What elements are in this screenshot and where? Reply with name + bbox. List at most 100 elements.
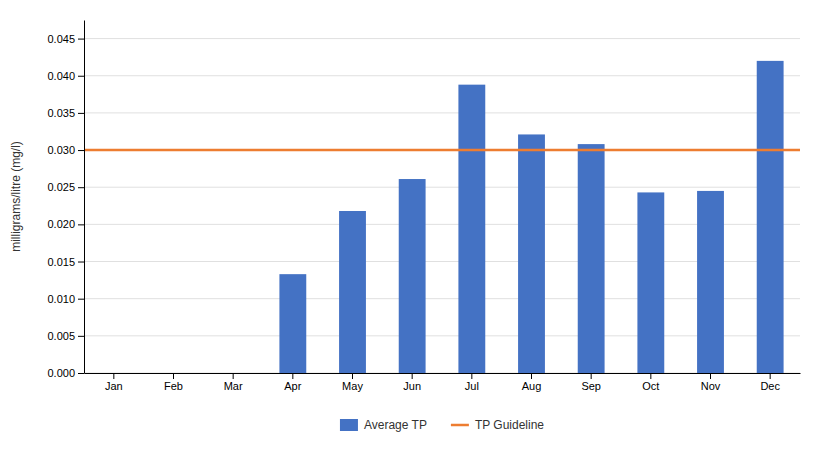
y-tick-mark <box>78 336 84 337</box>
x-tick-label: Apr <box>284 380 301 392</box>
y-tick-mark <box>78 262 84 263</box>
x-tick: May <box>342 373 363 392</box>
bar <box>339 211 366 373</box>
x-tick: Nov <box>701 373 721 392</box>
x-tick-label: Sep <box>581 380 601 392</box>
x-tick-label: May <box>342 380 363 392</box>
legend-label: TP Guideline <box>475 418 544 432</box>
grid-line <box>84 112 800 113</box>
y-tick-mark <box>78 39 84 40</box>
bar <box>100 373 127 374</box>
chart-svg: 0.000 0.005 0.010 0.015 0.020 0.025 0.030 0.035… <box>0 0 824 451</box>
grid-line <box>84 261 800 262</box>
bar <box>637 192 664 373</box>
x-tick-label: Jun <box>403 380 421 392</box>
x-tick: Apr <box>284 373 301 392</box>
grid-line <box>84 75 800 76</box>
y-tick-mark <box>78 187 84 188</box>
guideline <box>84 149 800 152</box>
x-tick: Mar <box>224 373 243 392</box>
y-tick-label: 0.030 <box>47 144 75 156</box>
x-tick-label: Jul <box>465 380 479 392</box>
y-tick-label: 0.045 <box>47 33 75 45</box>
x-tick-label: Dec <box>760 380 780 392</box>
y-tick-label: 0.000 <box>47 367 75 379</box>
y-tick-label: 0.020 <box>47 218 75 230</box>
bar <box>399 179 426 373</box>
legend-label: Average TP <box>364 418 427 432</box>
x-tick-mark <box>173 373 174 379</box>
y-tick-mark <box>78 373 84 374</box>
x-tick: Jun <box>403 373 421 392</box>
x-tick-label: Aug <box>522 380 542 392</box>
y-tick: 0.040 <box>47 70 84 82</box>
plot: 0.000 0.005 0.010 0.015 0.020 0.025 0.030 0.035… <box>9 21 801 392</box>
y-tick-mark <box>78 113 84 114</box>
x-tick-mark <box>233 373 234 379</box>
y-tick: 0.030 <box>47 144 84 156</box>
y-axis: 0.000 0.005 0.010 0.015 0.020 0.025 0.030 0.035… <box>47 21 84 380</box>
legend-swatch <box>451 424 469 427</box>
y-tick-mark <box>78 150 84 151</box>
y-tick: 0.015 <box>47 256 84 268</box>
y-tick-label: 0.010 <box>47 293 75 305</box>
x-tick: Jul <box>465 373 479 392</box>
y-tick-mark <box>78 299 84 300</box>
grid-line <box>84 335 800 336</box>
x-tick-mark <box>412 373 413 379</box>
x-tick: Feb <box>164 373 183 392</box>
x-tick-label: Mar <box>224 380 243 392</box>
grid-line <box>84 150 800 151</box>
y-tick: 0.045 <box>47 33 84 45</box>
grid <box>84 39 800 373</box>
y-tick-label: 0.025 <box>47 181 75 193</box>
x-tick-mark <box>292 373 293 379</box>
x-tick-mark <box>531 373 532 379</box>
x-tick: Oct <box>642 373 659 392</box>
bar <box>458 85 485 373</box>
x-tick-label: Nov <box>701 380 721 392</box>
x-axis-line <box>85 373 801 374</box>
y-tick: 0.000 <box>47 367 84 379</box>
y-axis-title: milligrams/litre (mg/l) <box>9 141 23 252</box>
x-tick-label: Jan <box>105 380 123 392</box>
bar <box>697 191 724 373</box>
legend-swatch <box>340 419 358 431</box>
y-tick: 0.005 <box>47 330 84 342</box>
x-tick: Aug <box>522 373 542 392</box>
y-tick-mark <box>78 76 84 77</box>
x-tick: Dec <box>760 373 780 392</box>
bar <box>160 373 187 374</box>
bar <box>578 144 605 373</box>
x-tick: Jan <box>105 373 123 392</box>
y-tick: 0.010 <box>47 293 84 305</box>
x-tick-mark <box>710 373 711 379</box>
legend-item: TP Guideline <box>451 418 544 432</box>
x-tick-label: Feb <box>164 380 183 392</box>
x-tick-mark <box>591 373 592 379</box>
x-tick-mark <box>471 373 472 379</box>
x-tick-label: Oct <box>642 380 659 392</box>
y-tick-label: 0.015 <box>47 256 75 268</box>
y-tick-label: 0.005 <box>47 330 75 342</box>
y-tick-label: 0.040 <box>47 70 75 82</box>
grid-line <box>84 224 800 225</box>
x-axis: Jan Feb Mar Apr May Jun Jul Aug Sep Oct Nov Dec <box>85 373 801 392</box>
y-tick-mark <box>78 224 84 225</box>
bar-series <box>279 61 783 373</box>
x-tick-mark <box>113 373 114 379</box>
y-tick-label: 0.035 <box>47 107 75 119</box>
bar <box>518 134 545 373</box>
legend: Average TP TP Guideline <box>340 418 544 432</box>
bar <box>279 274 306 373</box>
y-tick: 0.035 <box>47 107 84 119</box>
x-tick: Sep <box>581 373 601 392</box>
grid-line <box>84 38 800 39</box>
grid-line <box>84 373 800 374</box>
grid-line <box>84 298 800 299</box>
chart-container: 0.000 0.005 0.010 0.015 0.020 0.025 0.030 0.035… <box>0 0 824 451</box>
y-tick: 0.020 <box>47 218 84 230</box>
x-tick-mark <box>352 373 353 379</box>
grid-line <box>84 187 800 188</box>
bar <box>220 373 247 374</box>
